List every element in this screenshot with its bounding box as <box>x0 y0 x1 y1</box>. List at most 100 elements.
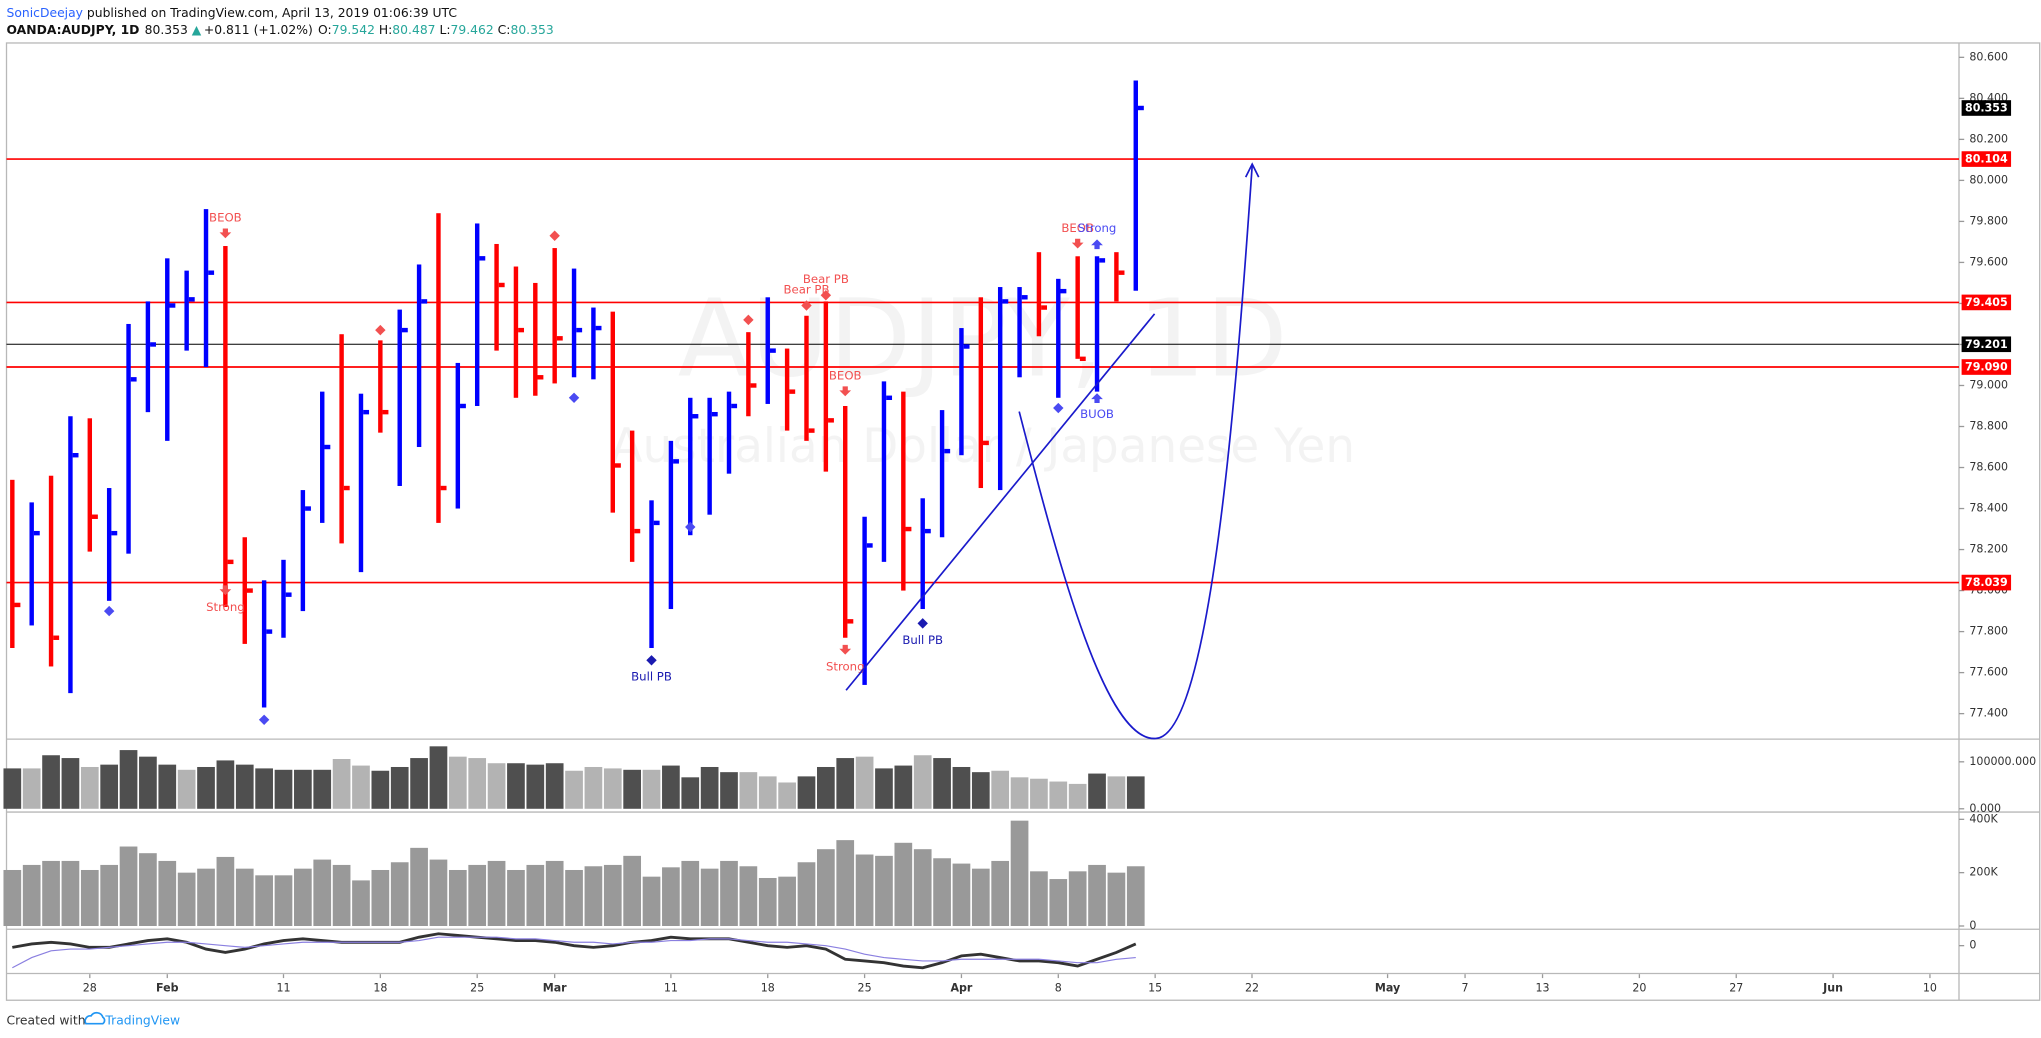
bar-range <box>126 323 131 554</box>
volume-bar <box>1126 866 1145 926</box>
volume-bar <box>1030 778 1048 809</box>
y-tick-label: 80.600 <box>1969 50 2008 63</box>
volume-bar <box>468 864 487 926</box>
x-tick-label: 7 <box>1462 982 1469 995</box>
bar-close <box>479 256 486 261</box>
volume-bar <box>410 847 428 926</box>
volume-bar <box>1068 783 1087 809</box>
y-tick-label: 0.000 <box>1969 802 2001 815</box>
bar-range <box>959 328 964 456</box>
brand[interactable]: TradingView <box>104 1014 180 1028</box>
marker <box>1091 239 1103 250</box>
bar-range <box>10 479 15 649</box>
bar-close <box>92 514 98 519</box>
volume-bar <box>565 770 583 809</box>
trend-line <box>845 313 1156 691</box>
author[interactable]: SonicDeejay <box>7 6 84 20</box>
bar-close <box>285 592 292 597</box>
marker <box>1071 238 1084 249</box>
volume-bar <box>623 855 642 926</box>
volume-bar <box>952 863 971 926</box>
level-label: 80.104 <box>1965 153 2008 166</box>
bar-range <box>843 405 848 638</box>
bar-close <box>208 270 215 275</box>
level-label: 79.405 <box>1965 296 2008 309</box>
high-value: 80.487 <box>392 22 435 36</box>
bar-close <box>460 403 466 409</box>
bar-range <box>939 410 945 538</box>
marker <box>219 585 232 596</box>
volume-bar <box>603 768 622 809</box>
marker <box>820 290 832 301</box>
volume-bar <box>797 776 816 809</box>
bar-range <box>494 243 499 351</box>
bar-close <box>518 327 525 333</box>
x-tick-label: 25 <box>858 982 872 995</box>
bar-close <box>343 485 350 491</box>
bar-close <box>944 448 951 454</box>
x-tick-label: 20 <box>1632 982 1646 995</box>
bar-range <box>300 490 306 612</box>
level-label: 79.090 <box>1965 361 2008 374</box>
volume-bar <box>274 769 293 809</box>
projection-curve <box>1018 165 1254 740</box>
bar-range <box>978 297 984 489</box>
volume-bar <box>1030 871 1048 926</box>
bar-close <box>498 282 505 288</box>
bar-close <box>1002 299 1009 304</box>
volume-bar <box>739 866 758 926</box>
volume-bar <box>933 758 951 809</box>
bar-close <box>556 336 563 341</box>
bar-range <box>1094 256 1100 392</box>
last-price: 80.353 <box>145 22 188 36</box>
volume-bar <box>855 756 874 809</box>
volume-bar <box>371 770 390 809</box>
bar-range <box>281 559 286 638</box>
close-value: 80.353 <box>510 22 553 36</box>
x-tick-label: 22 <box>1245 982 1259 995</box>
volume-bar <box>739 772 758 809</box>
bar-close <box>731 403 738 409</box>
bar-close <box>401 327 408 333</box>
marker <box>685 521 696 533</box>
marker <box>219 228 232 239</box>
volume-bar <box>1049 879 1068 926</box>
bar-range <box>29 502 34 626</box>
y-tick-label: 79.000 <box>1969 378 2008 391</box>
volume-bar <box>80 869 99 926</box>
bar-range <box>184 270 189 351</box>
bar-range <box>436 213 441 523</box>
y-tick-label: 77.800 <box>1969 625 2008 638</box>
bar-close <box>828 418 834 423</box>
volume-bar <box>448 756 467 809</box>
bar-close <box>750 383 757 388</box>
y-tick-label: 77.600 <box>1969 666 2008 679</box>
brand-logo[interactable] <box>84 1011 106 1025</box>
volume-bar <box>332 759 351 809</box>
open-value: 79.542 <box>332 22 375 36</box>
level-label: 79.201 <box>1965 338 2008 351</box>
volume-bar <box>197 766 215 809</box>
volume-bar <box>313 859 332 926</box>
low-value: 79.462 <box>451 22 494 36</box>
bar-close <box>382 409 389 415</box>
level-box <box>1961 151 2012 167</box>
volume-bar <box>642 876 661 926</box>
bar-close <box>363 409 370 415</box>
marker-label: Strong <box>206 600 245 614</box>
bar-range <box>784 348 790 431</box>
bar-range <box>629 430 635 562</box>
axis-labels: 77.40077.60077.80078.00078.20078.40078.6… <box>83 50 2036 994</box>
volume-bar <box>235 764 254 809</box>
oscillator-line <box>12 936 1136 969</box>
level-box <box>1961 574 2012 591</box>
bar-range <box>746 332 751 417</box>
volume-bar <box>100 764 119 809</box>
projection-arrowhead <box>1244 162 1260 178</box>
created-with: Created with <box>7 1014 86 1028</box>
volume-bar <box>991 860 1010 926</box>
volume-bar <box>255 875 273 926</box>
volume-bar <box>565 869 583 926</box>
bar-close <box>1079 356 1086 362</box>
